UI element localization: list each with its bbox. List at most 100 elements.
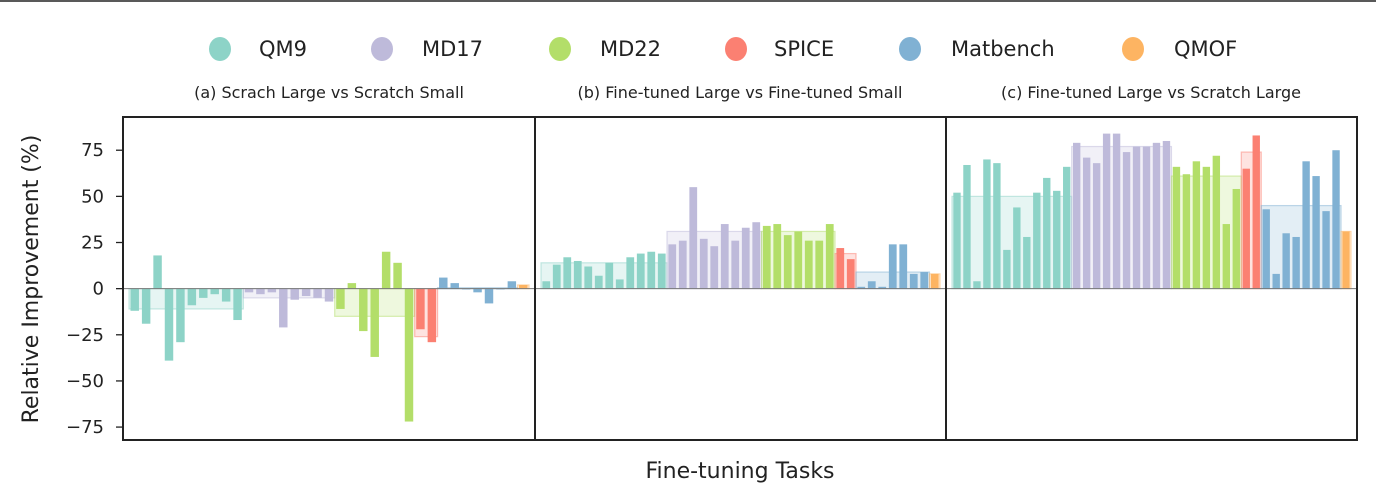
legend-label-md22: MD22 [600,37,661,61]
legend-swatch-spice [725,37,747,61]
bar-matbench-8 [1332,150,1340,289]
bar-qm9-2 [963,164,971,289]
bar-qm9-6 [1003,249,1011,289]
bar-md22-1 [336,288,345,309]
bar-matbench-1 [439,277,448,289]
bar-md17-8 [324,288,334,302]
y-tick-label: 75 [81,140,104,161]
bar-matbench-5 [1302,161,1310,289]
y-axis: 75 50 25 0 −25 −50 −75 [66,140,123,438]
mean-box-qm9 [951,195,1073,290]
bar-qmof-1 [519,284,528,289]
legend-entry-md22: MD22 [549,37,661,61]
bar-md22-4 [370,288,379,357]
bar-md17-7 [731,240,740,289]
legend-swatch-matbench [899,37,921,61]
bar-md22-2 [347,283,357,289]
legend-label-md17: MD17 [422,37,483,61]
bar-spice-2 [427,288,437,343]
legend-label-matbench: Matbench [951,37,1055,61]
bar-qm9-3 [563,257,572,289]
bar-md17-9 [752,222,761,289]
bar-md17-7 [1132,146,1141,289]
bar-matbench-3 [878,286,887,289]
bar-matbench-4 [473,288,482,293]
bar-md17-10 [1162,140,1171,289]
bar-md17-8 [1142,146,1151,289]
panel-title-a: (a) Scrach Large vs Scratch Small [194,83,464,102]
bar-qm9-3 [153,255,162,289]
legend-label-spice: SPICE [774,37,834,61]
bar-matbench-6 [909,273,918,289]
bar-md22-6 [393,262,402,289]
bar-md17-8 [741,227,750,289]
bar-md17-6 [301,288,311,297]
bar-md17-2 [678,240,687,289]
bar-matbench-5 [484,288,494,304]
bar-qm9-6 [594,275,603,289]
y-tick-label: 0 [93,279,104,300]
legend-label-qmof: QMOF [1174,37,1237,61]
bar-matbench-2 [1272,273,1280,289]
bar-md17-7 [313,288,322,298]
bar-md17-4 [1102,133,1111,289]
bar-md22-3 [1192,161,1201,289]
bar-qm9-8 [615,279,624,289]
y-axis-label: Relative Improvement (%) [19,135,44,424]
bar-md17-2 [1082,157,1091,289]
legend-entry-md17: MD17 [371,37,483,61]
y-tick-label: −25 [66,325,104,346]
bar-md22-3 [359,288,368,332]
bar-spice-1 [416,288,425,330]
bar-md22-7 [825,224,834,289]
bar-qm9-10 [636,253,645,289]
bar-matbench-4 [888,244,897,289]
bar-qm9-8 [210,288,219,295]
y-tick-label: 25 [81,233,104,254]
bar-qm9-5 [993,163,1001,289]
bar-qm9-3 [973,281,981,289]
bar-qm9-10 [1043,177,1051,289]
bar-md17-9 [1152,142,1161,289]
legend-label-qm9: QM9 [259,37,307,61]
bar-qm9-12 [657,253,666,289]
bar-matbench-1 [1262,209,1270,289]
bar-matbench-5 [899,244,908,289]
legend: QM9 MD17 MD22 SPICE Matbench QMOF [209,37,1237,61]
bar-qm9-9 [221,288,231,302]
bar-matbench-7 [507,281,517,289]
bar-qm9-12 [1063,166,1071,289]
bar-qm9-9 [626,257,635,289]
bar-matbench-2 [867,281,876,289]
bar-spice-1 [1242,168,1250,289]
bar-qm9-11 [647,251,656,289]
legend-swatch-md17 [371,37,393,61]
x-axis-label: Fine-tuning Tasks [645,459,834,484]
legend-swatch-qm9 [209,37,231,61]
bar-spice-1 [836,248,845,289]
bar-md17-1 [244,288,254,293]
bar-md17-5 [710,246,719,289]
bar-md17-6 [1122,152,1131,289]
bar-md22-4 [1202,166,1211,289]
y-tick-label: −75 [66,417,104,438]
bar-qm9-10 [233,288,242,321]
bar-qm9-6 [187,288,197,306]
bar-md22-4 [794,231,803,289]
bar-matbench-4 [1292,236,1300,289]
bar-matbench-1 [857,286,866,289]
bar-qm9-5 [176,288,185,343]
bar-md22-7 [404,288,414,422]
bar-qm9-1 [542,281,551,289]
bar-matbench-2 [450,283,459,289]
bar-spice-2 [1252,135,1260,289]
bar-md22-2 [773,224,782,289]
bar-md22-5 [804,240,813,289]
bar-matbench-3 [1282,233,1290,289]
bar-md22-5 [1212,155,1221,289]
bar-matbench-7 [920,272,929,289]
legend-entry-matbench: Matbench [899,37,1055,61]
bar-md17-1 [1073,142,1081,289]
bar-md17-4 [699,238,708,289]
